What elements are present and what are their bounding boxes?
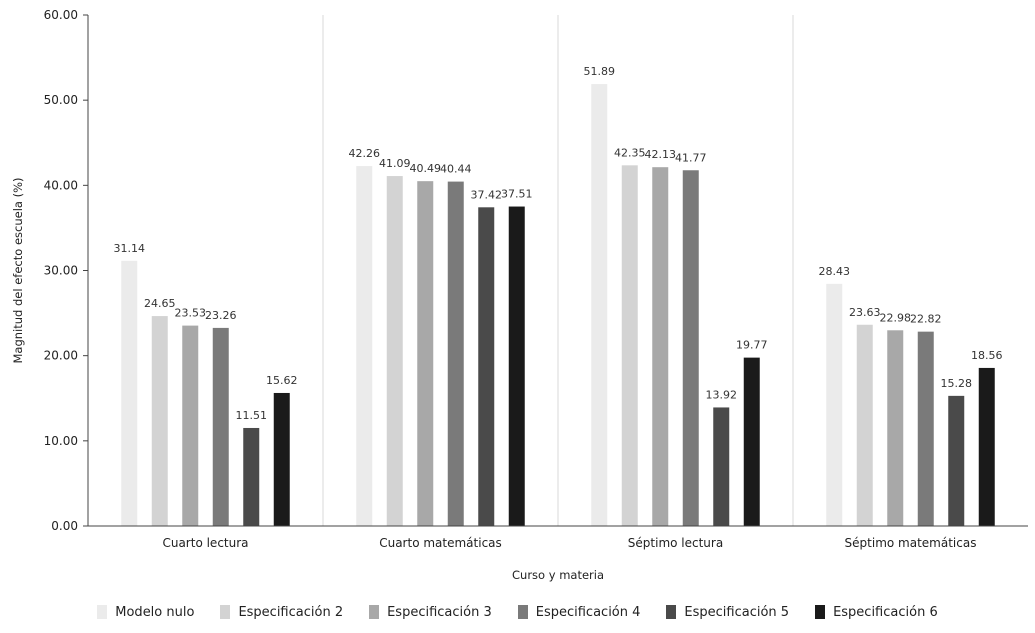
data-label: 40.44	[440, 163, 472, 176]
data-label: 51.89	[584, 65, 616, 78]
data-label: 23.26	[205, 309, 237, 322]
data-label: 42.13	[645, 148, 677, 161]
legend-item: Especificación 2	[220, 605, 343, 620]
bar	[151, 316, 168, 526]
data-label: 18.56	[971, 349, 1003, 362]
legend-label: Especificación 5	[684, 604, 790, 620]
legend-item: Modelo nulo	[97, 605, 194, 620]
data-label: 13.92	[706, 388, 738, 401]
data-label: 24.65	[144, 297, 176, 310]
legend-label: Especificación 4	[535, 604, 641, 620]
legend-item: Especificación 6	[815, 605, 938, 620]
legend-swatch	[369, 605, 380, 619]
y-tick-label: 60.00	[44, 8, 78, 22]
bar	[447, 181, 464, 526]
legend-swatch	[815, 605, 826, 619]
data-label: 22.82	[910, 313, 942, 326]
data-label: 41.09	[379, 157, 411, 170]
bar	[743, 357, 760, 526]
legend: Modelo nulo Especificación 2 Especificació…	[0, 600, 1035, 624]
x-category-label: Cuarto matemáticas	[379, 536, 502, 550]
y-tick-label: 40.00	[44, 178, 78, 192]
bar	[508, 206, 525, 526]
legend-label: Especificación 6	[833, 604, 938, 620]
data-label: 40.49	[410, 162, 442, 175]
data-label: 28.43	[819, 265, 851, 278]
legend-item: Especificación 4	[517, 604, 641, 620]
x-category-label: Séptimo matemáticas	[845, 536, 977, 550]
bar	[887, 330, 904, 526]
x-category-label: Séptimo lectura	[628, 536, 723, 550]
data-labels-group: 31.14 42.26 51.89 28.43 24.65 41.09 42.35 23.63…	[114, 65, 1003, 422]
legend-swatch	[220, 605, 231, 619]
bar	[182, 325, 199, 526]
y-tick-label: 20.00	[44, 349, 78, 363]
bar	[478, 207, 495, 526]
legend-swatch	[517, 605, 528, 619]
x-category-labels: Cuarto lectura Cuarto matemáticas Séptimo …	[162, 536, 976, 550]
y-tick-label: 50.00	[44, 93, 78, 107]
y-tick-label: 10.00	[44, 434, 78, 448]
data-label: 41.77	[675, 151, 707, 164]
data-label: 37.51	[501, 188, 533, 201]
legend-item: Especificación 3	[369, 605, 492, 620]
bar	[386, 176, 403, 526]
legend-label: Especificación 2	[238, 604, 344, 620]
y-tick-label: 30.00	[44, 264, 78, 278]
x-axis-title: Curso y materia	[512, 568, 604, 582]
bar	[621, 165, 638, 527]
bar	[273, 392, 290, 526]
y-axis-title: Magnitud del efecto escuela (%)	[11, 177, 25, 363]
bar	[917, 331, 934, 526]
bar	[243, 427, 260, 526]
bar	[948, 395, 965, 526]
data-label: 19.77	[736, 339, 768, 352]
data-label: 15.28	[941, 377, 973, 390]
data-label: 11.51	[236, 409, 268, 422]
bar	[652, 167, 669, 526]
bars-group	[121, 84, 995, 527]
category-separators	[322, 15, 794, 526]
bar	[856, 324, 873, 526]
bar	[417, 181, 434, 527]
bar	[121, 260, 138, 526]
x-category-label: Cuarto lectura	[162, 536, 248, 550]
data-label: 23.63	[849, 306, 881, 319]
data-label: 42.26	[349, 147, 381, 160]
data-label: 15.62	[266, 374, 298, 387]
bar	[826, 283, 843, 526]
bar-chart: 31.14 42.26 51.89 28.43 24.65 41.09 42.35 23.63…	[11, 8, 1028, 582]
bar	[682, 170, 699, 526]
y-tick-labels: 0.00 10.00 20.00 30.00 40.00 50.00 60.00	[44, 8, 88, 533]
data-label: 22.98	[880, 311, 912, 324]
bar	[212, 327, 229, 526]
data-label: 42.35	[614, 146, 646, 159]
bar	[591, 84, 608, 527]
y-tick-label: 0.00	[51, 519, 78, 533]
legend-swatch	[666, 605, 677, 619]
legend-item: Especificación 5	[666, 605, 789, 620]
data-label: 23.53	[175, 307, 207, 320]
bar	[713, 407, 730, 526]
bar	[356, 166, 373, 526]
bar	[978, 367, 995, 526]
data-label: 37.42	[471, 188, 503, 201]
legend-swatch	[97, 605, 108, 619]
legend-label: Especificación 3	[387, 604, 492, 620]
data-label: 31.14	[114, 242, 146, 255]
legend-label: Modelo nulo	[115, 604, 195, 620]
